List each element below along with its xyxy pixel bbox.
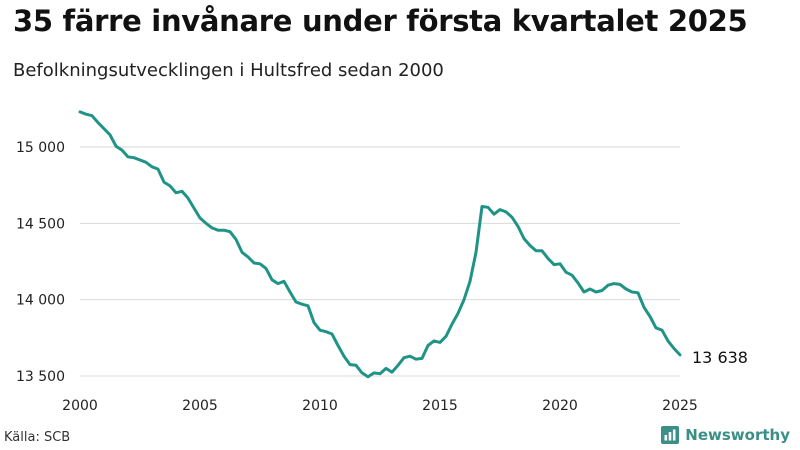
gridlines <box>80 146 680 377</box>
chart-subtitle: Befolkningsutvecklingen i Hultsfred seda… <box>13 60 444 81</box>
series-layer <box>78 110 682 379</box>
chart-title: 35 färre invånare under första kvartalet… <box>13 4 748 38</box>
series-line-0 <box>78 110 682 379</box>
source-note: Källa: SCB <box>4 430 71 445</box>
y-tick-label: 14 500 <box>16 216 65 232</box>
brand-name: Newsworthy <box>685 426 790 444</box>
y-tick-label: 15 000 <box>16 140 65 156</box>
newsworthy-logo-icon <box>661 426 680 444</box>
x-tick-label: 2010 <box>302 398 338 414</box>
x-axis-tick-labels: 2000 2005 2010 2015 2020 2025 <box>62 398 698 414</box>
x-tick-label: 2015 <box>422 398 458 414</box>
x-tick-label: 2005 <box>182 398 218 414</box>
brand-logo[interactable]: Newsworthy <box>661 426 790 444</box>
x-tick-label: 2025 <box>662 398 698 414</box>
x-tick-label: 2000 <box>62 398 98 414</box>
y-tick-label: 13 500 <box>16 369 65 385</box>
y-tick-label: 14 000 <box>16 293 65 309</box>
end-value-label: 13 638 <box>692 348 748 367</box>
y-axis-tick-labels: 13 500 14 000 14 500 15 000 <box>16 140 65 385</box>
x-tick-label: 2020 <box>542 398 578 414</box>
